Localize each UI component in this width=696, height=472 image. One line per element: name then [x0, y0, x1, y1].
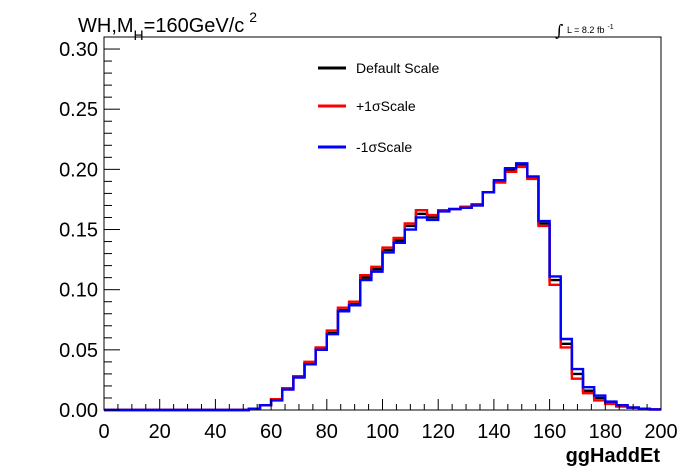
legend-label: Default Scale — [356, 60, 439, 76]
y-tick-label: 0.15 — [59, 220, 98, 242]
x-tick-label: 80 — [316, 421, 338, 443]
x-tick-label: 60 — [260, 421, 282, 443]
x-axis-label: ggHaddEt — [566, 445, 661, 467]
luminosity-superscript: -1 — [607, 24, 613, 31]
y-tick-label: 0.20 — [59, 159, 98, 181]
x-tick-label: 200 — [644, 421, 677, 443]
legend-label: +1σScale — [356, 98, 416, 114]
title-rest: =160GeV/c — [144, 15, 245, 37]
x-tick-label: 180 — [589, 421, 622, 443]
x-tick-label: 20 — [149, 421, 171, 443]
x-tick-label: 160 — [533, 421, 566, 443]
y-tick-label: 0.30 — [59, 39, 98, 61]
x-tick-label: 40 — [204, 421, 226, 443]
y-tick-label: 0.00 — [59, 400, 98, 422]
series-layer — [104, 162, 661, 412]
title-main: WH,M — [78, 15, 134, 37]
axis-layer: 0 20 40 60 80 100 120 140 160 180 200 0.00 0.05 0.10 0… — [59, 36, 678, 443]
legend: Default Scale +1σScale -1σScale — [318, 60, 439, 155]
y-tick-label: 0.10 — [59, 280, 98, 302]
title-subscript: H — [134, 27, 144, 43]
luminosity-label: L = 8.2 fb -1 — [567, 24, 614, 35]
title-superscript: 2 — [249, 9, 257, 25]
x-tick-label: 120 — [422, 421, 455, 443]
luminosity-prefix: L = 8.2 fb — [567, 25, 604, 35]
integral-sign: ∫ — [555, 21, 563, 40]
series-line-3 — [104, 162, 661, 412]
y-tick-label: 0.05 — [59, 340, 98, 362]
x-tick-label: 140 — [477, 421, 510, 443]
chart-title: WH,MH=160GeV/c 2 — [78, 9, 257, 43]
legend-label: -1σScale — [356, 139, 412, 155]
x-tick-label: 0 — [98, 421, 109, 443]
x-tick-label: 100 — [366, 421, 399, 443]
y-tick-label: 0.25 — [59, 99, 98, 121]
